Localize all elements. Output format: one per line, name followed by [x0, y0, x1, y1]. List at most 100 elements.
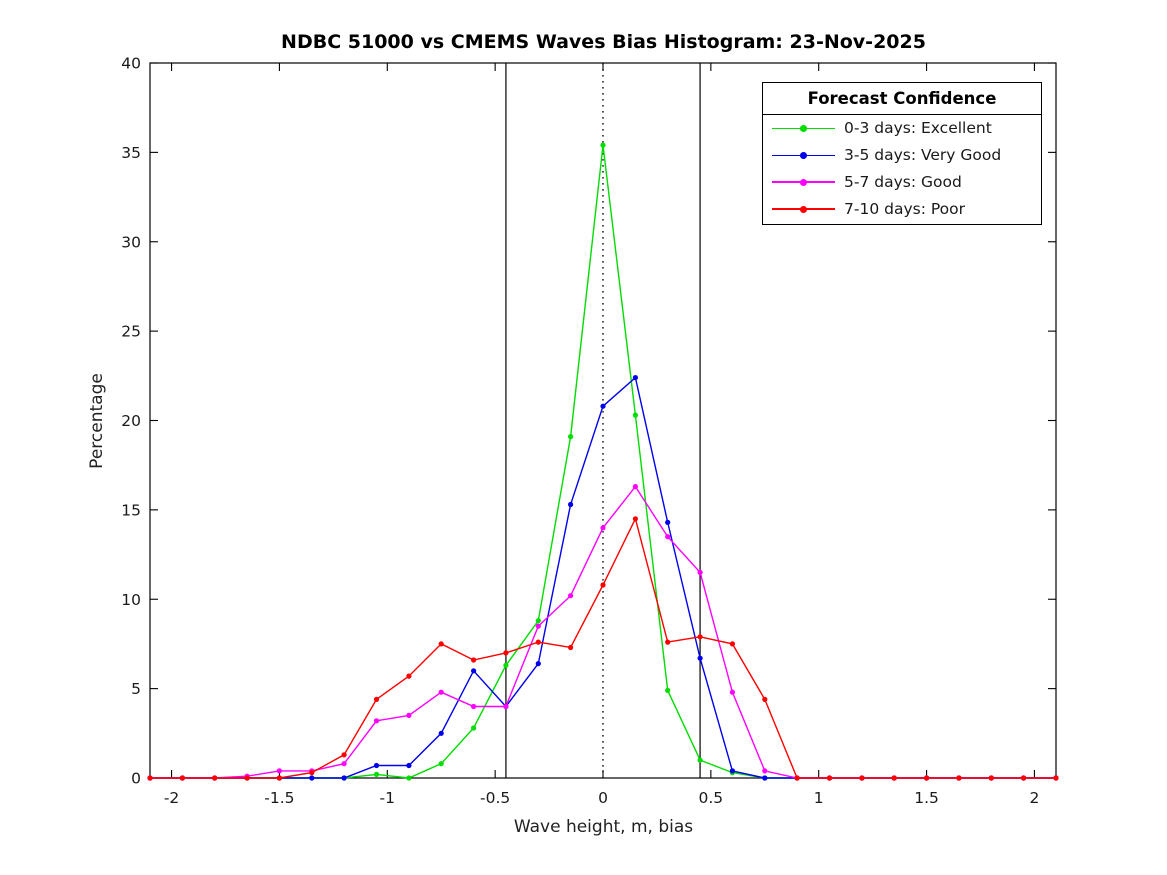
series-point — [697, 634, 703, 640]
series-point — [891, 775, 897, 781]
y-axis-label: Percentage — [87, 373, 107, 469]
series-point — [762, 775, 768, 781]
y-tick-label: 20 — [121, 412, 141, 430]
series-point — [1021, 775, 1027, 781]
x-tick-label: 0 — [598, 789, 608, 807]
series-point — [503, 650, 509, 656]
series-point — [341, 752, 347, 758]
series-point — [341, 761, 347, 767]
series-point — [276, 768, 282, 774]
legend-line-sample-red — [772, 205, 835, 213]
legend-line-sample-blue — [772, 151, 835, 159]
series-point — [1053, 775, 1059, 781]
series-point — [438, 730, 444, 736]
legend-label: 0-3 days: Excellent — [844, 119, 992, 138]
y-tick-label: 5 — [131, 680, 141, 698]
series-point — [665, 687, 671, 694]
legend-label: 5-7 days: Good — [844, 173, 962, 192]
series-point — [600, 525, 606, 531]
series-point — [406, 712, 412, 719]
series-point — [988, 775, 994, 781]
x-tick-label: -2 — [164, 789, 179, 807]
series-point — [632, 484, 639, 490]
series-point — [535, 639, 541, 645]
series-point — [665, 639, 671, 645]
series-point — [859, 775, 865, 781]
x-tick-label: -0.5 — [480, 789, 510, 807]
series-point — [471, 668, 477, 674]
series-point — [924, 775, 930, 781]
y-tick-label: 30 — [121, 233, 141, 251]
series-point — [373, 762, 380, 769]
series-point — [697, 569, 703, 576]
series-point — [762, 696, 768, 703]
series-point — [665, 519, 671, 526]
series-point — [373, 718, 380, 724]
series-point — [373, 771, 380, 778]
series-point — [309, 775, 315, 781]
x-tick-label: -1.5 — [264, 789, 294, 807]
legend-title: Forecast Confidence — [763, 83, 1041, 115]
series-point — [147, 775, 153, 781]
series-point — [762, 768, 768, 774]
series-point — [179, 775, 185, 781]
series-point — [600, 403, 606, 409]
series-point — [438, 641, 444, 647]
series-point — [406, 762, 412, 769]
x-tick-label: 1 — [814, 789, 824, 807]
series-point — [212, 775, 218, 781]
x-axis-label: Wave height, m, bias — [513, 817, 694, 837]
series-point — [341, 775, 347, 781]
series-point — [600, 142, 606, 148]
series-point — [729, 641, 736, 647]
series-point — [697, 757, 703, 763]
legend-row: 5-7 days: Good — [763, 169, 1041, 196]
series-point — [568, 501, 574, 508]
series-point — [729, 768, 736, 774]
series-point — [503, 703, 509, 710]
series-point — [697, 655, 703, 661]
y-tick-label: 40 — [121, 55, 141, 73]
series-point — [568, 434, 574, 440]
series-point — [438, 689, 444, 695]
series-line-3 — [150, 516, 1056, 779]
series-point — [568, 593, 574, 599]
series-point — [729, 689, 736, 695]
series-point — [471, 725, 477, 731]
series-point — [535, 618, 541, 624]
x-tick-label: 0.5 — [699, 789, 724, 807]
series-point — [826, 775, 833, 781]
series-point — [956, 775, 962, 781]
y-tick-label: 35 — [121, 144, 141, 162]
y-tick-label: 10 — [121, 591, 141, 609]
series-point — [309, 770, 315, 776]
legend: Forecast Confidence 0-3 days: Excellent … — [762, 82, 1042, 225]
x-tick-label: 1.5 — [914, 789, 939, 807]
x-tick-label: 2 — [1029, 789, 1039, 807]
legend-line-sample-magenta — [772, 178, 835, 186]
legend-row: 7-10 days: Poor — [763, 196, 1041, 223]
series-point — [438, 761, 444, 767]
legend-label: 7-10 days: Poor — [844, 200, 965, 219]
series-point — [794, 775, 800, 781]
series-point — [471, 657, 477, 663]
series-point — [632, 412, 639, 418]
series-point — [535, 623, 541, 629]
legend-label: 3-5 days: Very Good — [844, 146, 1002, 165]
series-point — [373, 696, 380, 703]
series-point — [471, 703, 477, 710]
series-line-0 — [150, 145, 1056, 779]
series-point — [568, 644, 574, 651]
series-point — [665, 534, 671, 540]
y-tick-label: 0 — [131, 770, 141, 788]
y-tick-label: 15 — [121, 501, 141, 519]
x-tick-label: -1 — [380, 789, 395, 807]
series-point — [632, 516, 639, 522]
series-point — [406, 673, 412, 679]
legend-row: 3-5 days: Very Good — [763, 142, 1041, 169]
series-point — [276, 775, 282, 781]
series-point — [632, 375, 639, 381]
chart-title: NDBC 51000 vs CMEMS Waves Bias Histogram… — [281, 31, 926, 53]
